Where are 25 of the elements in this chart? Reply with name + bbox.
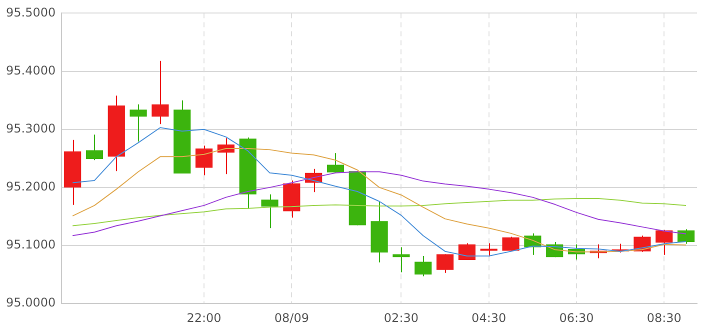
x-tick-label: 04:30 bbox=[472, 310, 506, 325]
candlestick bbox=[480, 242, 498, 258]
candlestick bbox=[195, 145, 213, 176]
x-tick-label: 08/09 bbox=[274, 310, 309, 325]
y-tick-label: 95.0000 bbox=[6, 296, 56, 310]
candlestick bbox=[678, 228, 695, 244]
candlestick bbox=[261, 194, 278, 229]
x-tick-label: 08:30 bbox=[646, 310, 682, 325]
candlestick bbox=[392, 246, 410, 273]
candlestick bbox=[326, 152, 344, 173]
y-tick-label: 95.4000 bbox=[6, 63, 56, 78]
x-tick-label: 02:30 bbox=[384, 310, 419, 325]
candlestick bbox=[414, 255, 432, 277]
candlestick bbox=[130, 104, 147, 142]
y-tick-label: 95.5000 bbox=[6, 5, 56, 20]
candlestick bbox=[436, 254, 454, 274]
candlestick bbox=[86, 134, 104, 161]
y-tick-label: 95.2000 bbox=[6, 180, 56, 194]
x-tick-label: 22:00 bbox=[186, 310, 222, 325]
candlestick bbox=[502, 236, 520, 252]
y-tick-label: 95.1000 bbox=[6, 238, 56, 252]
candlestick bbox=[152, 60, 169, 125]
candlestick bbox=[656, 229, 673, 256]
y-tick-label: 95.3000 bbox=[6, 121, 56, 136]
x-tick-label: 06:30 bbox=[559, 310, 594, 325]
